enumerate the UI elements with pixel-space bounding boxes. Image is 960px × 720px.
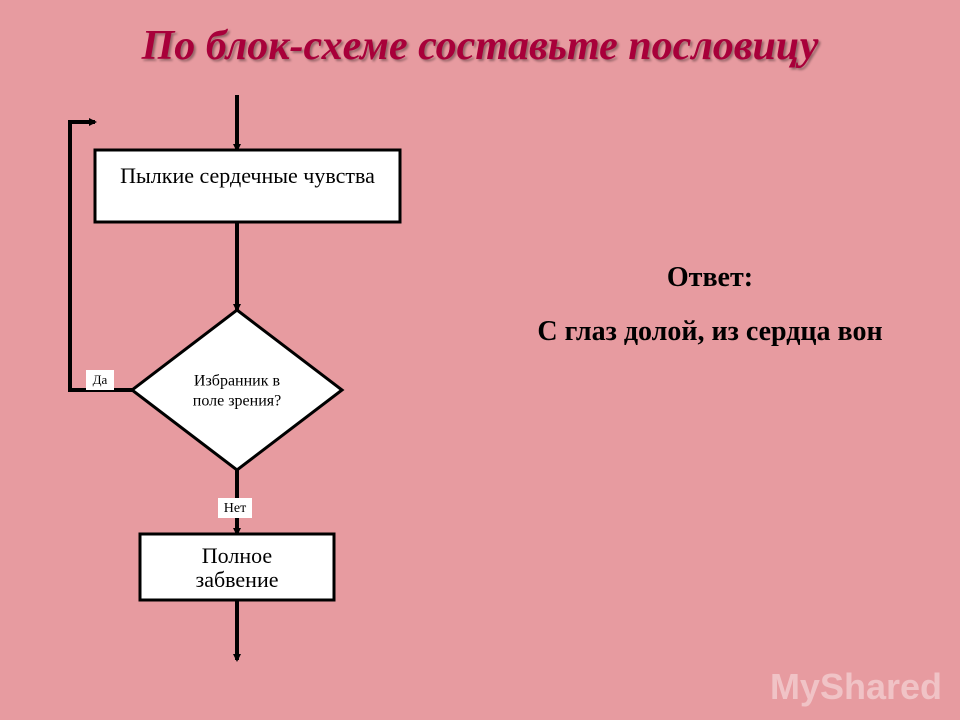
answer-label: Ответ: [490, 262, 930, 294]
svg-text:забвение: забвение [196, 567, 279, 592]
svg-text:поле зрения?: поле зрения? [193, 393, 281, 410]
svg-text:Да: Да [93, 372, 108, 387]
flowchart-svg: Пылкие сердечные чувства Избранник в поле … [0, 0, 960, 720]
svg-text:Полное: Полное [202, 543, 272, 568]
page-title: По блок-схеме составьте пословицу [0, 22, 960, 70]
svg-text:Избранник в: Избранник в [194, 373, 281, 390]
answer-text: С глаз долой, из сердца вон [490, 316, 930, 348]
slide: Пылкие сердечные чувства Избранник в поле … [0, 0, 960, 720]
svg-text:Нет: Нет [224, 501, 246, 516]
watermark: MyShared [770, 666, 942, 708]
svg-text:Пылкие сердечные чувства: Пылкие сердечные чувства [120, 163, 375, 188]
